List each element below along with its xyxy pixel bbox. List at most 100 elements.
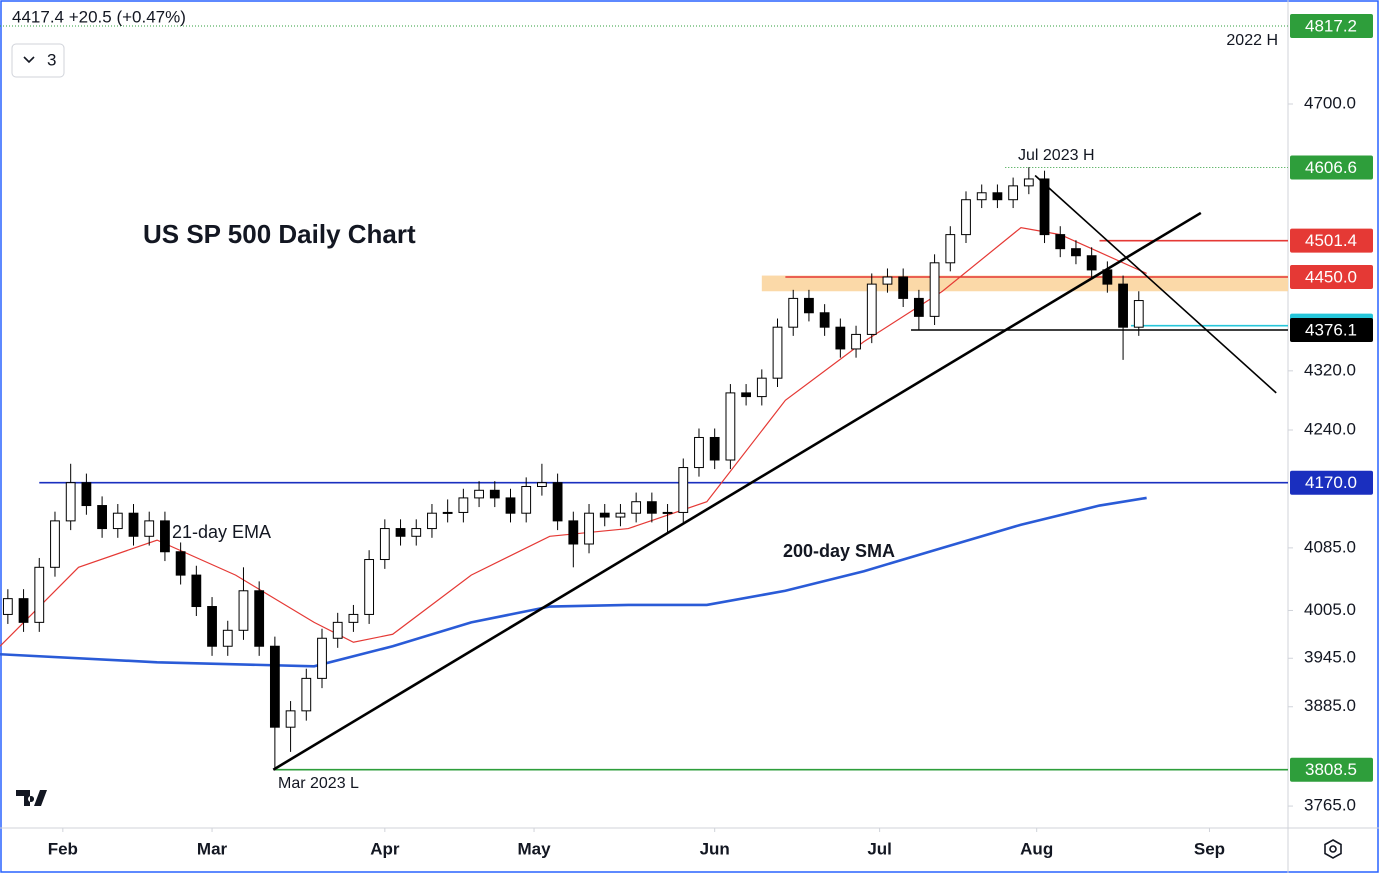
candle-body <box>112 512 123 530</box>
candle-body <box>741 392 751 398</box>
price-tag-label: 4450.0 <box>1305 267 1357 286</box>
candle-body <box>254 590 265 647</box>
candle-body <box>222 629 233 647</box>
sma-label: 200-day SMA <box>783 541 895 561</box>
interval-value: 3 <box>47 50 56 69</box>
candle-body <box>348 613 359 623</box>
candle-body <box>788 297 799 328</box>
candle-body <box>238 590 249 631</box>
candle-body <box>474 489 484 499</box>
candle-body <box>725 392 736 461</box>
price-tag <box>1290 14 1373 39</box>
x-tick-label: Jul <box>867 839 892 858</box>
price-tag <box>1290 265 1373 289</box>
candle-body <box>442 511 453 514</box>
x-tick-label: Mar <box>197 839 228 858</box>
price-tag-label: 4606.6 <box>1305 158 1357 177</box>
candle-body <box>1055 234 1066 250</box>
trendline <box>272 211 1202 771</box>
candle-body <box>50 520 60 568</box>
y-tick-label: 4005.0 <box>1304 600 1356 619</box>
y-tick-label: 4085.0 <box>1304 537 1356 556</box>
settings-icon-center <box>1329 845 1337 853</box>
candle-body <box>537 482 547 487</box>
trendline <box>1034 174 1277 394</box>
logo <box>16 790 47 806</box>
candle-body <box>945 234 956 264</box>
candle-body <box>505 497 516 514</box>
interval-button[interactable] <box>11 43 65 78</box>
price-tag <box>1290 228 1373 253</box>
price-tag-label: 4170.0 <box>1305 473 1357 492</box>
settings-icon[interactable] <box>1324 839 1342 859</box>
candle-body <box>175 551 186 576</box>
plot <box>0 25 1288 771</box>
candle-body <box>489 489 500 499</box>
candle-body <box>646 501 657 514</box>
candle-body <box>18 598 29 623</box>
y-tick-label: 4240.0 <box>1304 419 1356 438</box>
x-tick-label: Apr <box>370 839 400 858</box>
candle-body <box>694 436 704 469</box>
candle-body <box>81 482 92 507</box>
candle-body <box>615 512 626 518</box>
candle-body <box>301 677 312 712</box>
candle-body <box>317 637 327 679</box>
candle-body <box>521 485 532 514</box>
y-tick-label: 3885.0 <box>1304 696 1356 715</box>
annotation: Jul 2023 H <box>1018 147 1095 164</box>
candle-body <box>851 333 861 350</box>
candle-body <box>599 512 610 518</box>
candle-body <box>1023 178 1034 187</box>
candle-body <box>128 512 139 537</box>
price-tag <box>1290 155 1373 180</box>
candle-body <box>1008 185 1019 201</box>
price-tag-label: 4376.1 <box>1305 320 1357 339</box>
candle-body <box>364 559 375 615</box>
candle-body <box>662 511 673 514</box>
candle-body <box>395 528 406 537</box>
resistance-zone <box>761 275 1288 292</box>
x-tick-label: Jun <box>700 839 730 858</box>
x-tick-label: Sep <box>1194 839 1225 858</box>
candle-body <box>835 326 846 350</box>
candle-body <box>882 276 893 285</box>
candle-body <box>97 505 107 530</box>
candle-body <box>207 606 217 647</box>
price-tag <box>1290 757 1373 782</box>
candle-body <box>379 528 390 561</box>
y-tick-label: 4320.0 <box>1304 360 1356 379</box>
x-tick-label: May <box>518 839 552 858</box>
price-tag-label: 3808.5 <box>1305 760 1357 779</box>
indicator-line <box>0 496 1147 668</box>
x-tick-label: Feb <box>48 839 78 858</box>
candle-body <box>1133 300 1144 328</box>
candle-body <box>1118 283 1128 328</box>
price-tag <box>1290 470 1373 495</box>
candle-body <box>332 621 343 639</box>
annotation: 2022 H <box>1226 32 1278 49</box>
y-tick-label: 3945.0 <box>1304 648 1356 667</box>
candle-body <box>1086 255 1097 271</box>
candle-body <box>411 528 422 537</box>
candle-body <box>2 598 13 615</box>
header-quote: 4417.4 +20.5 (+0.47%) <box>12 7 186 26</box>
candle-body <box>961 199 971 236</box>
candle-body <box>1039 178 1050 236</box>
candle-body <box>772 326 783 379</box>
candle-body <box>427 512 437 530</box>
candle-body <box>804 297 814 314</box>
candle-body <box>929 262 940 317</box>
candle-body <box>269 645 280 728</box>
candle-body <box>1071 248 1081 257</box>
candle-body <box>584 512 594 545</box>
candle-body <box>709 436 720 461</box>
candle-body <box>34 566 45 623</box>
y-tick-label: 4700.0 <box>1304 93 1356 112</box>
candle-body <box>992 192 1003 201</box>
candle-body <box>756 377 767 398</box>
price-tag <box>1290 318 1373 343</box>
candle-body <box>913 297 924 317</box>
